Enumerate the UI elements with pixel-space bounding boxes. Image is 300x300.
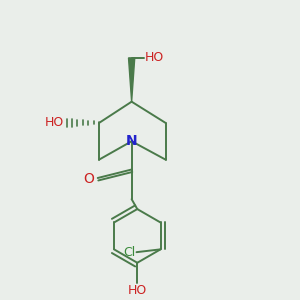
Polygon shape [128,58,135,102]
Text: O: O [83,172,94,186]
Text: Cl: Cl [123,246,135,259]
Text: HO: HO [144,51,164,64]
Text: HO: HO [128,284,147,297]
Text: HO: HO [45,116,64,129]
Text: N: N [126,134,137,148]
